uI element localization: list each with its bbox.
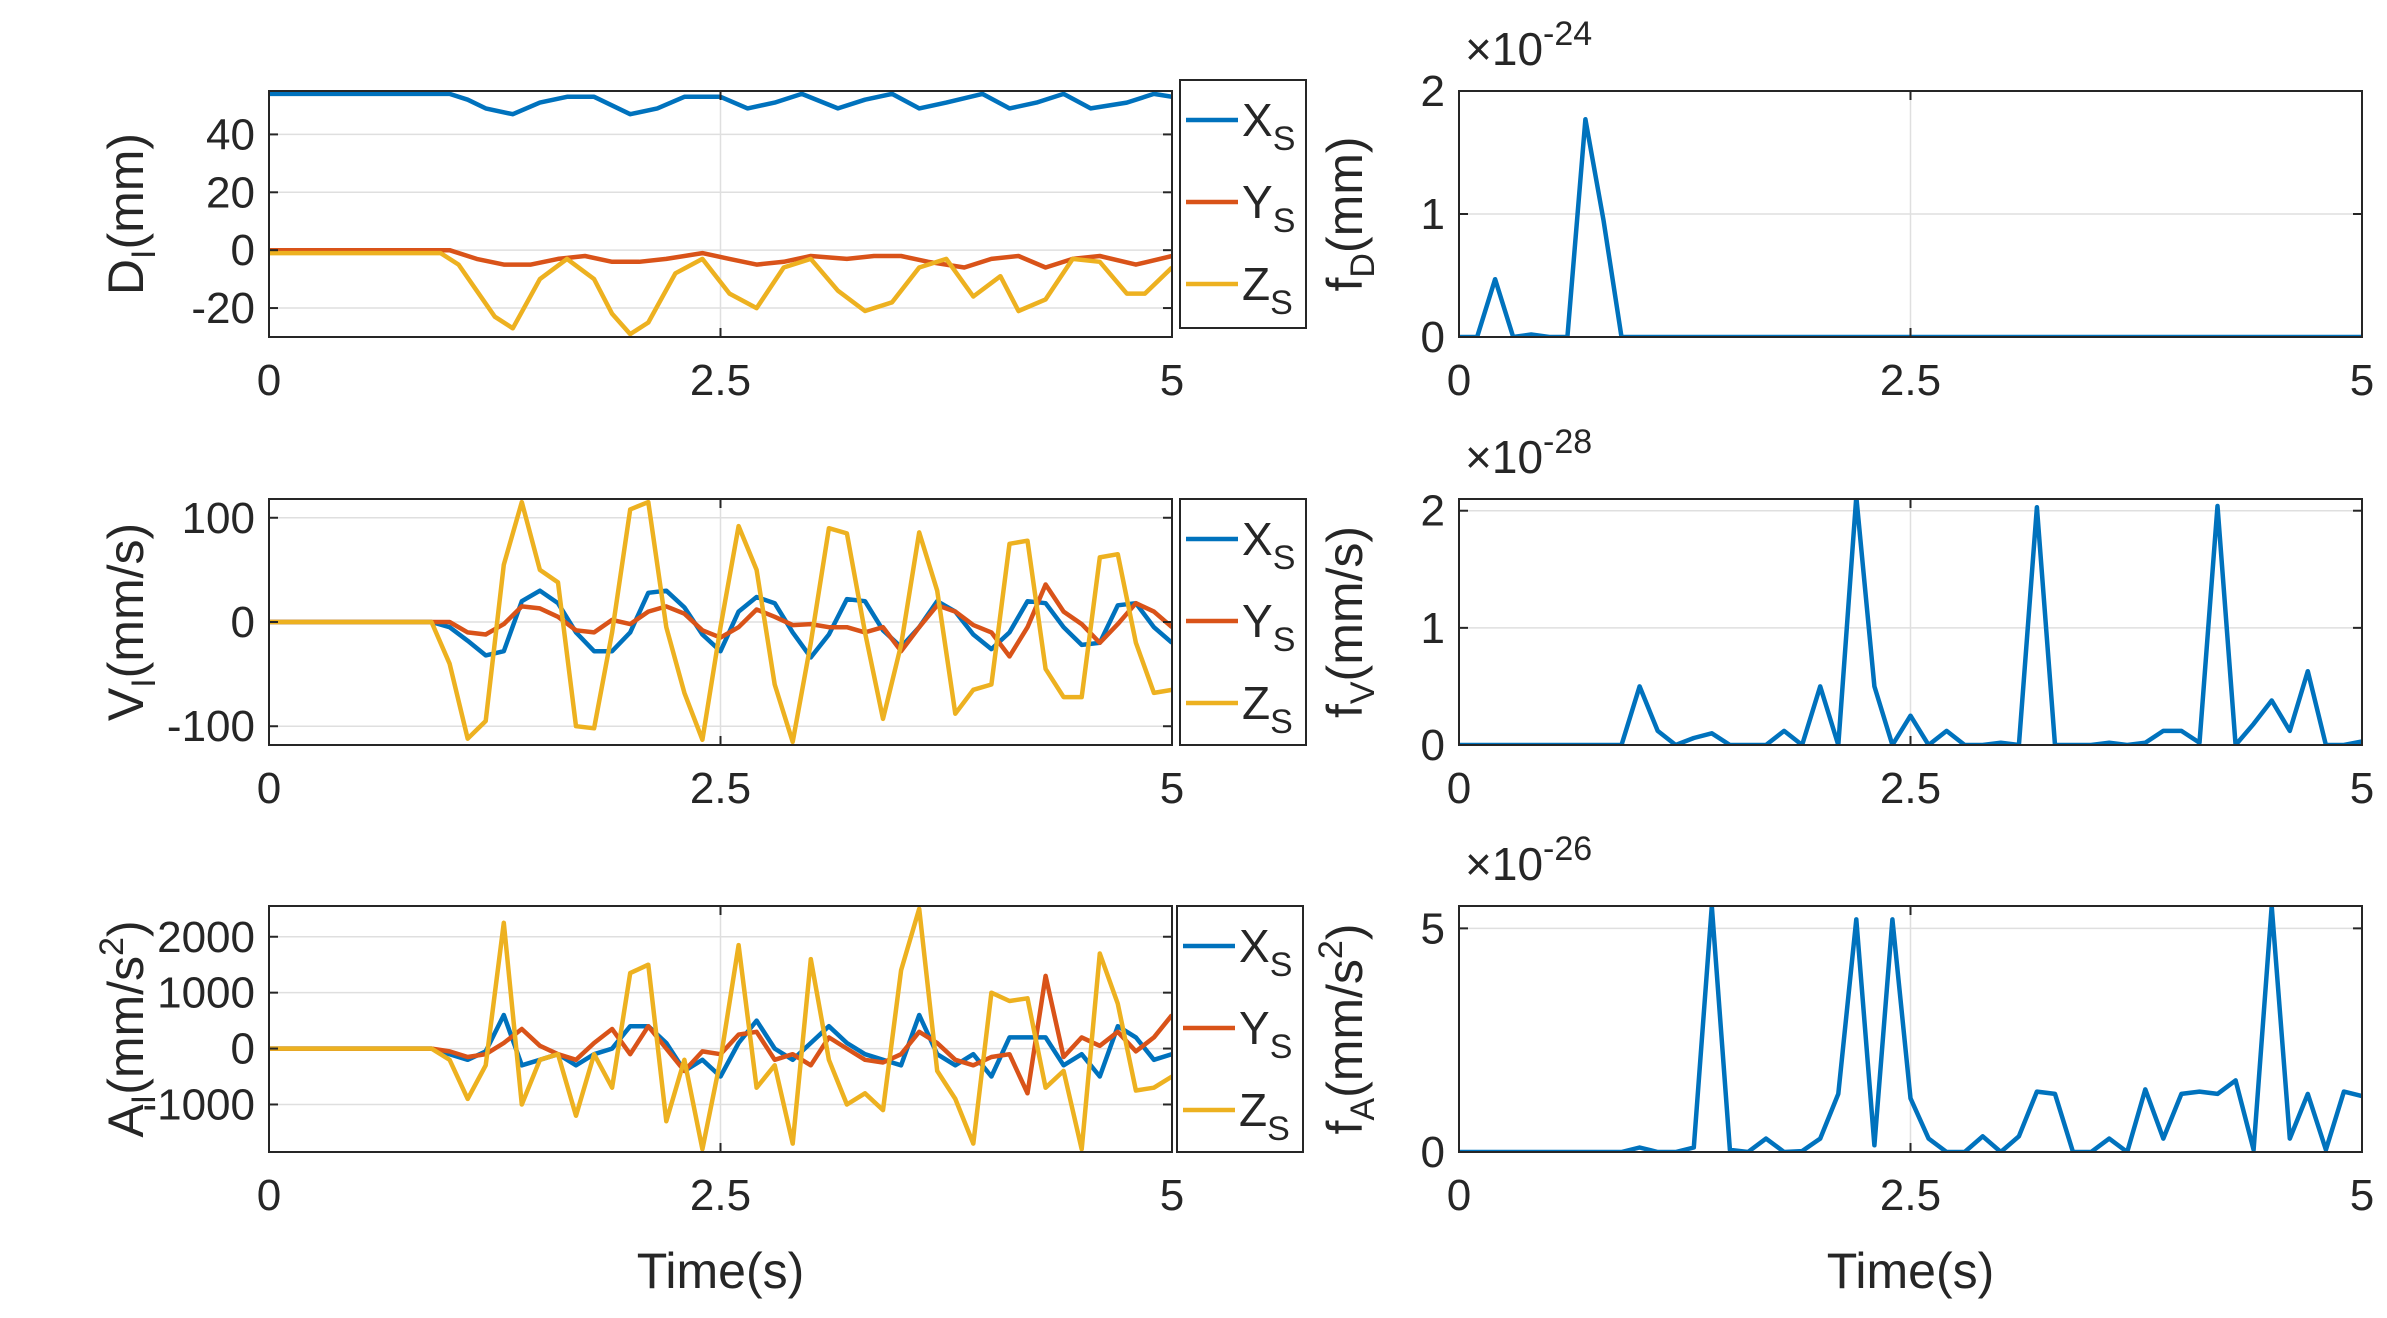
series-line-YS [269, 247, 1172, 270]
y-tick-label: 0 [231, 226, 255, 275]
chart-fv: 0 2.5 5 0 1 2 fV(mm/s) ×10-28 [1317, 423, 2374, 813]
legend: XS YS ZS [1179, 79, 1307, 329]
y-tick-label: 1 [1421, 190, 1445, 239]
chart-acc: 0 2.5 5-1000010002000AI(mm/s2)Time(s)XSYSZ… [93, 905, 1304, 1299]
y-tick-label: 0 [231, 598, 255, 647]
legend-label: ZS [1242, 258, 1293, 322]
x-tick-label: 2.5 [690, 1171, 751, 1220]
y-tick-label: 5 [1421, 904, 1445, 953]
y-axis-label: fD(mm) [1317, 136, 1382, 291]
x-tick-label: 5 [1160, 356, 1184, 405]
series-line-fD [1459, 117, 2362, 337]
chart-fa: 0 2.5 5 0 5 fA(mm/s2) ×10-26 Time(s) [1312, 830, 2374, 1299]
series-line-ZS [269, 906, 1172, 1152]
y-axis-label: AI(mm/s2) [93, 920, 163, 1137]
x-tick-label: 5 [2350, 356, 2374, 405]
x-tick-label: 2.5 [1880, 356, 1941, 405]
x-tick-label: 5 [1160, 764, 1184, 813]
legend-label: XS [1239, 920, 1292, 984]
legend-label: XS [1242, 513, 1295, 577]
x-tick-label: 0 [1447, 764, 1471, 813]
series-line-fA [1459, 906, 2362, 1152]
y-tick-label: -100 [167, 702, 255, 751]
y-axis-label: VI(mm/s) [98, 523, 163, 721]
axis-multiplier: ×10-24 [1465, 15, 1592, 75]
y-tick-label: 2000 [157, 913, 255, 962]
legend: XS YS ZS [1179, 498, 1307, 746]
axis-multiplier: ×10-26 [1465, 830, 1592, 890]
y-axis-label: DI(mm) [98, 133, 163, 295]
y-tick-label: 0 [231, 1025, 255, 1074]
legend-label: YS [1242, 595, 1295, 659]
x-tick-label: 2.5 [1880, 1171, 1941, 1220]
x-tick-label: 5 [2350, 764, 2374, 813]
y-tick-label: 0 [1421, 1128, 1445, 1177]
x-tick-label: 0 [257, 764, 281, 813]
legend-label: YS [1239, 1002, 1292, 1066]
legend-label: ZS [1242, 677, 1293, 741]
y-tick-label: 100 [182, 494, 255, 543]
legend: XS YS ZS [1176, 905, 1304, 1153]
y-tick-label: -1000 [142, 1080, 255, 1129]
series-line-ZS [269, 499, 1172, 745]
y-tick-label: 1000 [157, 969, 255, 1018]
y-tick-label: 0 [1421, 721, 1445, 770]
x-tick-label: 5 [1160, 1171, 1184, 1220]
y-tick-label: 0 [1421, 313, 1445, 362]
legend-label: XS [1242, 94, 1295, 158]
series-line-XS [269, 588, 1172, 660]
chart-fd: 0 2.5 5 0 1 2 fD(mm) ×10-24 [1317, 15, 2374, 405]
x-tick-label: 2.5 [690, 356, 751, 405]
series-line-YS [269, 582, 1172, 659]
series-line-YS [269, 973, 1172, 1096]
x-axis-label: Time(s) [637, 1243, 805, 1299]
x-tick-label: 2.5 [1880, 764, 1941, 813]
x-tick-label: 0 [257, 1171, 281, 1220]
y-tick-label: 40 [206, 110, 255, 159]
x-axis-label: Time(s) [1827, 1243, 1995, 1299]
x-tick-label: 0 [1447, 356, 1471, 405]
y-tick-label: -20 [191, 284, 255, 333]
axis-multiplier: ×10-28 [1465, 423, 1592, 483]
series-line-ZS [269, 250, 1172, 337]
x-tick-label: 0 [257, 356, 281, 405]
x-tick-label: 2.5 [690, 764, 751, 813]
y-tick-label: 1 [1421, 604, 1445, 653]
y-tick-label: 2 [1421, 67, 1445, 116]
legend-label: ZS [1239, 1084, 1290, 1148]
series-line-XS [269, 91, 1172, 117]
y-axis-label: fV(mm/s) [1317, 526, 1382, 718]
y-axis-label: fA(mm/s2) [1312, 923, 1382, 1134]
x-tick-label: 0 [1447, 1171, 1471, 1220]
x-tick-label: 5 [2350, 1171, 2374, 1220]
y-tick-label: 2 [1421, 487, 1445, 536]
legend-label: YS [1242, 176, 1295, 240]
y-tick-label: 20 [206, 168, 255, 217]
